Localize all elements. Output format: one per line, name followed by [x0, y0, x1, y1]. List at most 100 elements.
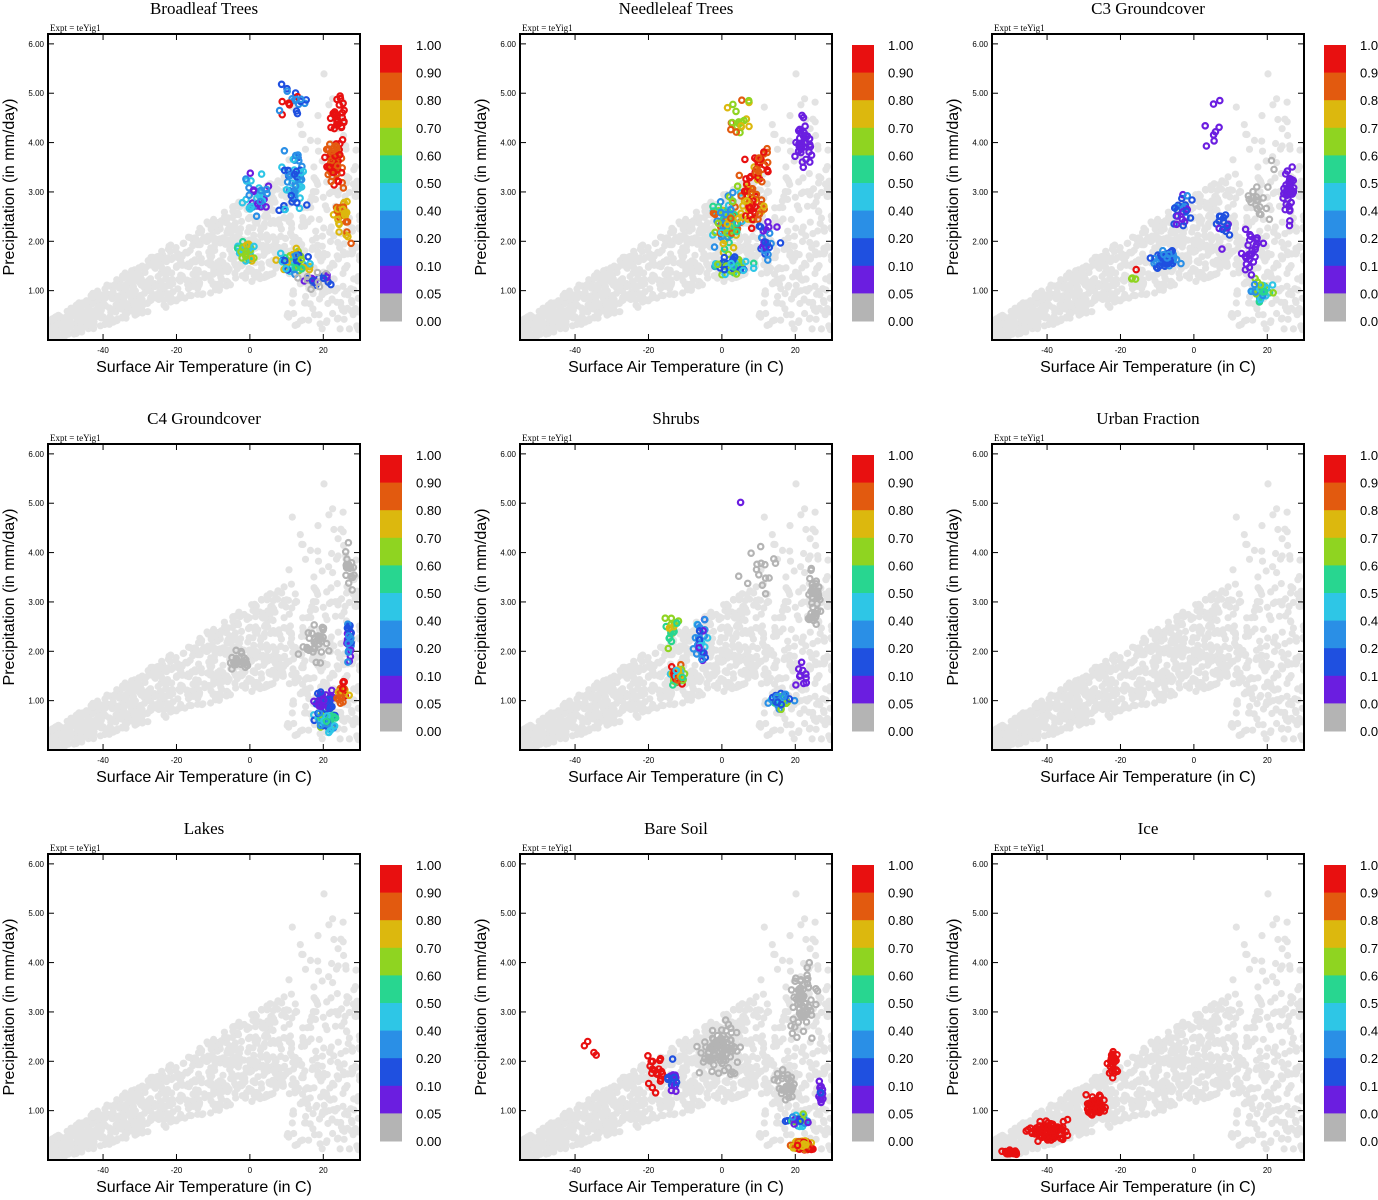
background-point: [237, 217, 246, 225]
data-point: [714, 203, 723, 211]
background-point: [1091, 253, 1099, 261]
background-point: [757, 313, 765, 321]
data-point: [330, 108, 339, 116]
background-point: [1298, 294, 1304, 302]
background-point: [354, 704, 360, 712]
background-point: [811, 98, 819, 106]
background-point: [244, 215, 253, 223]
data-point: [1288, 163, 1297, 171]
background-point: [819, 285, 827, 293]
data-point: [1127, 274, 1136, 283]
background-point: [1067, 300, 1075, 308]
background-point: [277, 232, 285, 240]
background-point: [105, 319, 113, 327]
background-point: [1147, 218, 1155, 226]
background-point: [326, 237, 335, 246]
background-point: [129, 270, 137, 278]
background-point: [630, 264, 638, 272]
data-point: [297, 255, 306, 264]
background-point: [651, 239, 659, 248]
background-point: [1258, 137, 1266, 145]
background-point: [1271, 174, 1279, 182]
background-point: [784, 234, 793, 242]
colorbar-swatch: [852, 45, 874, 74]
background-point: [1196, 198, 1204, 206]
expt-label: Expt = teYig1: [50, 433, 101, 443]
background-point: [785, 281, 793, 290]
background-point: [305, 316, 313, 324]
background-point: [327, 584, 335, 592]
background-point: [291, 321, 299, 329]
background-point: [670, 259, 678, 267]
background-point: [1058, 293, 1066, 301]
colorbar-label: 0.10: [416, 259, 441, 274]
background-point: [680, 252, 688, 260]
x-tick-label: -20: [643, 346, 655, 355]
y-tick-label: 4.00: [28, 139, 44, 148]
expt-label: Expt = teYig1: [522, 23, 573, 33]
data-point: [735, 171, 744, 180]
background-point: [824, 146, 832, 154]
data-point: [798, 158, 807, 166]
background-point: [340, 725, 348, 733]
background-point: [1230, 212, 1238, 220]
data-point: [1259, 239, 1268, 248]
background-point: [573, 285, 581, 293]
data-point: [763, 166, 772, 174]
background-point: [1152, 231, 1160, 239]
background-point: [84, 308, 92, 316]
background-point: [1108, 266, 1116, 274]
background-point: [78, 307, 86, 315]
colorbar-label: 0.40: [416, 204, 441, 219]
colorbar-label: 0.10: [888, 259, 913, 274]
background-point: [155, 295, 163, 303]
background-point: [251, 273, 260, 281]
background-point: [336, 325, 344, 333]
background-point: [177, 273, 185, 281]
colorbar-label: 1.00: [1360, 38, 1378, 53]
background-point: [1268, 299, 1276, 308]
data-point: [292, 251, 301, 260]
expt-label: Expt = teYig1: [994, 23, 1045, 33]
data-point: [1131, 275, 1140, 283]
background-point: [184, 248, 192, 256]
background-point: [323, 317, 331, 325]
background-point: [1269, 101, 1277, 109]
background-point: [187, 292, 195, 300]
background-point: [199, 290, 207, 298]
background-point: [219, 251, 227, 259]
background-point: [305, 726, 313, 734]
background-point: [131, 302, 139, 310]
background-point: [1011, 310, 1019, 318]
background-point: [1243, 217, 1251, 225]
x-axis-label: Surface Air Temperature (in C): [568, 359, 784, 376]
data-point: [281, 205, 290, 214]
background-point: [823, 185, 831, 193]
background-point: [667, 241, 675, 249]
background-point: [1258, 251, 1266, 259]
data-point: [761, 238, 770, 246]
background-point: [70, 329, 78, 337]
data-point: [319, 274, 328, 283]
y-tick-label: 1.00: [972, 287, 988, 296]
background-point: [339, 508, 347, 516]
background-point: [210, 215, 218, 223]
colorbar-swatch: [1324, 155, 1346, 184]
background-point: [636, 295, 644, 303]
background-point: [780, 245, 788, 254]
data-point: [336, 92, 344, 100]
data-point: [1251, 242, 1260, 251]
background-point: [611, 301, 619, 309]
background-point: [593, 292, 601, 300]
background-point: [817, 174, 825, 182]
background-point: [121, 309, 130, 317]
data-point: [1250, 280, 1259, 289]
background-point: [771, 251, 779, 259]
colorbar-swatch: [852, 72, 874, 101]
data-point: [723, 220, 732, 229]
background-point: [556, 308, 564, 316]
y-tick-label: 3.00: [28, 188, 44, 197]
background-point: [1232, 224, 1240, 232]
background-point: [1189, 224, 1197, 232]
